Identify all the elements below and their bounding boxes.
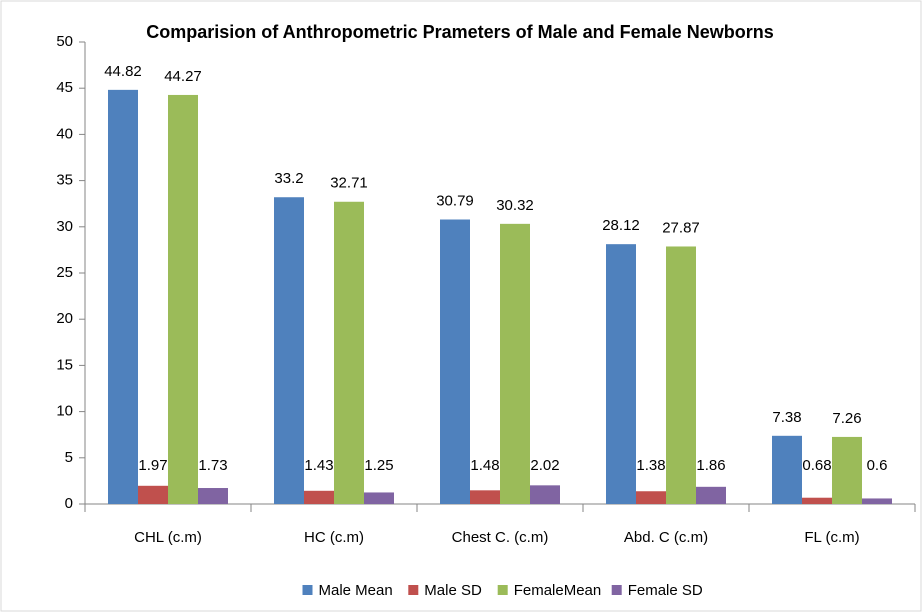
y-tick-label: 50 (56, 33, 73, 50)
y-tick-label: 25 (56, 264, 73, 281)
bar (334, 201, 364, 505)
data-label: 33.2 (274, 170, 303, 187)
bar (364, 492, 394, 504)
y-tick-label: 10 (56, 403, 73, 420)
y-tick-label: 0 (65, 495, 73, 512)
data-label: 1.97 (138, 457, 167, 474)
legend-label: FemaleMean (514, 582, 602, 599)
x-tick-label: Abd. C (c.m) (624, 529, 708, 546)
data-label: 2.02 (530, 457, 559, 474)
y-tick-label: 30 (56, 218, 73, 235)
x-tick-label: HC (c.m) (304, 529, 364, 546)
bar (772, 435, 802, 504)
data-label: 27.87 (662, 219, 700, 236)
data-label: 0.68 (802, 457, 831, 474)
bar (606, 244, 636, 504)
bar (832, 436, 862, 504)
bar (274, 197, 304, 504)
bar (198, 488, 228, 504)
legend-swatch (611, 585, 622, 595)
data-label: 30.32 (496, 197, 534, 214)
x-tick-label: FL (c.m) (804, 529, 859, 546)
bar (666, 246, 696, 504)
y-tick-label: 35 (56, 172, 73, 189)
y-tick-label: 5 (65, 449, 73, 466)
data-label: 1.48 (470, 457, 499, 474)
data-label: 44.27 (164, 68, 202, 85)
bar (470, 490, 500, 504)
data-label: 32.71 (330, 175, 368, 192)
y-tick-label: 45 (56, 79, 73, 96)
data-label: 0.6 (867, 457, 888, 474)
bar (500, 223, 530, 504)
x-tick-label: CHL (c.m) (134, 529, 202, 546)
bar (304, 490, 334, 504)
x-tick-label: Chest C. (c.m) (452, 529, 549, 546)
data-label: 7.26 (832, 410, 861, 427)
y-tick-label: 40 (56, 125, 73, 142)
legend-swatch (302, 585, 313, 595)
data-label: 1.86 (696, 457, 725, 474)
bar (138, 485, 168, 504)
bar (862, 498, 892, 504)
legend-label: Male Mean (319, 582, 393, 599)
chart-title: Comparision of Anthropometric Prameters … (146, 22, 774, 42)
legend-label: Male SD (424, 582, 482, 599)
data-label: 7.38 (772, 409, 801, 426)
data-label: 30.79 (436, 192, 474, 209)
data-label: 44.82 (104, 63, 142, 80)
bar (530, 485, 560, 504)
legend-swatch (408, 585, 419, 595)
bar (440, 219, 470, 504)
legend-label: Female SD (628, 582, 703, 599)
bar (696, 486, 726, 504)
data-label: 1.38 (636, 457, 665, 474)
data-label: 1.25 (364, 457, 393, 474)
bar (636, 491, 666, 504)
data-label: 28.12 (602, 217, 640, 234)
data-label: 1.43 (304, 457, 333, 474)
data-label: 1.73 (198, 457, 227, 474)
bar (108, 89, 138, 505)
bar (168, 94, 198, 505)
legend-swatch (497, 585, 508, 595)
y-tick-label: 20 (56, 310, 73, 327)
y-tick-label: 15 (56, 356, 73, 373)
bar (802, 497, 832, 504)
